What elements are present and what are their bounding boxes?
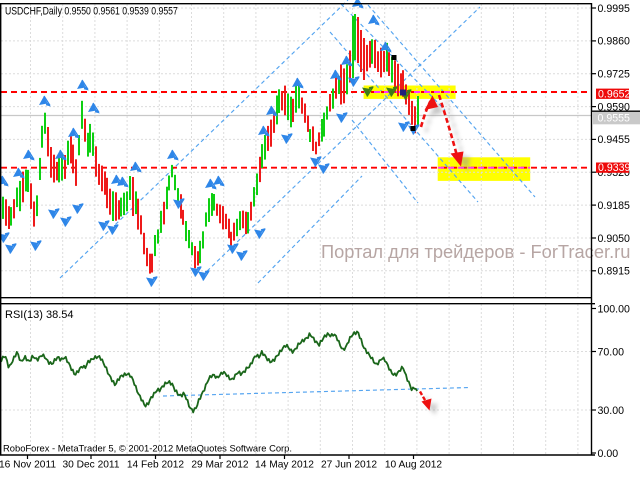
svg-text:USDCHF,Daily 0.9550 0.9561 0.: USDCHF,Daily 0.9550 0.9561 0.9539 0.9557 (5, 6, 178, 18)
svg-text:0.9995: 0.9995 (598, 3, 631, 15)
svg-text:RSI(13) 38.54: RSI(13) 38.54 (5, 309, 73, 321)
svg-text:0.9339: 0.9339 (598, 162, 631, 174)
svg-text:30 Dec 2011: 30 Dec 2011 (62, 460, 119, 471)
svg-text:10 Aug 2012: 10 Aug 2012 (385, 460, 443, 471)
svg-text:RoboForex - MetaTrader 5, © 20: RoboForex - MetaTrader 5, © 2001-2012 Me… (3, 443, 292, 454)
svg-text:0.8915: 0.8915 (598, 266, 631, 278)
svg-text:0.9455: 0.9455 (598, 134, 631, 146)
svg-text:0.9725: 0.9725 (598, 69, 631, 81)
svg-text:0.9590: 0.9590 (598, 101, 631, 113)
svg-text:0.9652: 0.9652 (598, 88, 631, 100)
svg-text:16 Nov 2011: 16 Nov 2011 (0, 460, 56, 471)
svg-text:Портал для трейдеров - ForTrac: Портал для трейдеров - ForTracer.ru (321, 241, 630, 262)
svg-text:14 May 2012: 14 May 2012 (255, 460, 314, 471)
svg-text:0.9860: 0.9860 (598, 36, 631, 48)
svg-text:0.00: 0.00 (598, 448, 619, 460)
svg-text:14 Feb 2012: 14 Feb 2012 (127, 460, 185, 471)
svg-text:70.00: 70.00 (598, 346, 625, 358)
svg-text:0.9050: 0.9050 (598, 233, 631, 245)
svg-text:29 Mar 2012: 29 Mar 2012 (191, 460, 249, 471)
svg-text:100.00: 100.00 (598, 303, 631, 315)
svg-text:0.9185: 0.9185 (598, 200, 631, 212)
svg-text:0.9555: 0.9555 (598, 113, 631, 125)
svg-text:30.00: 30.00 (598, 405, 625, 417)
svg-text:27 Jun 2012: 27 Jun 2012 (321, 460, 377, 471)
